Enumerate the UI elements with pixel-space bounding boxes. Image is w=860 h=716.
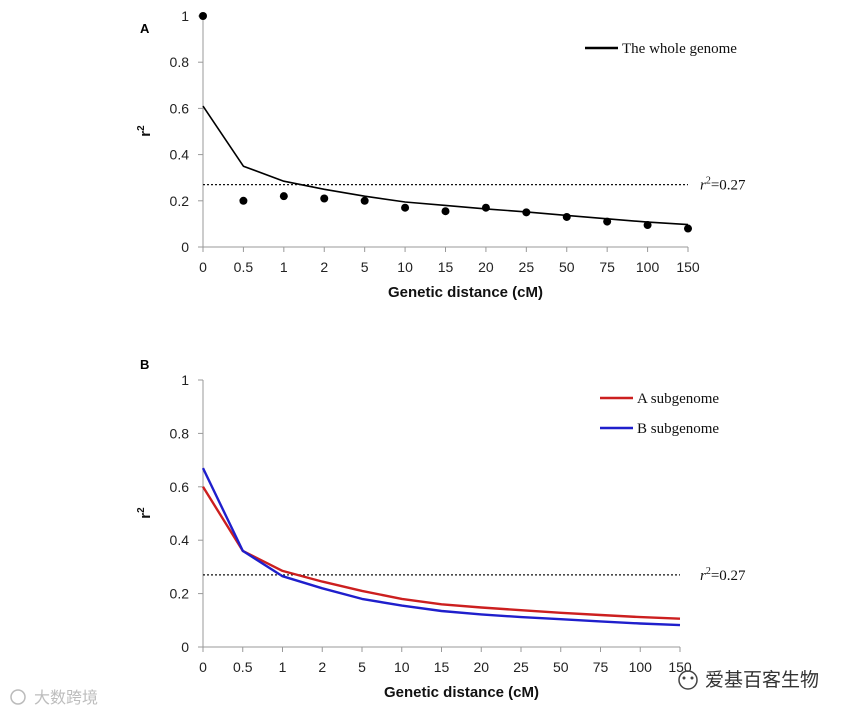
x-tick-label: 10 <box>397 259 413 275</box>
x-tick-label: 0.5 <box>234 259 254 275</box>
x-tick-label: 50 <box>553 659 569 675</box>
x-tick-label: 25 <box>513 659 529 675</box>
watermark-logo-icon <box>10 689 26 705</box>
threshold-label-value: =0.27 <box>711 178 746 194</box>
x-tick-label: 1 <box>279 659 287 675</box>
x-tick-label: 150 <box>668 659 692 675</box>
data-point <box>562 212 571 221</box>
x-tick-label: 5 <box>361 259 369 275</box>
x-tick-label: 0.5 <box>233 659 253 675</box>
threshold-label: r2=0.27 <box>700 566 746 584</box>
y-tick-label: 0.6 <box>170 479 190 495</box>
y-axis-title-sup: 2 <box>136 507 147 513</box>
y-tick-label: 0.8 <box>170 425 190 441</box>
y-axis-title-base: r <box>137 513 154 519</box>
y-axis-title: r2 <box>136 125 154 137</box>
data-point <box>239 196 248 205</box>
y-tick-label: 1 <box>181 8 189 24</box>
x-tick-label: 2 <box>318 659 326 675</box>
wechat-icon-eye-right <box>690 676 694 680</box>
watermark-right-text: 爱基百客生物 <box>705 669 819 691</box>
threshold-label-value: =0.27 <box>711 568 746 584</box>
x-tick-label: 1 <box>280 259 288 275</box>
data-point <box>279 192 288 201</box>
y-tick-label: 0 <box>181 239 189 255</box>
y-axis-title: r2 <box>136 507 154 519</box>
threshold-label-sup: 2 <box>706 566 711 577</box>
x-tick-label: 75 <box>593 659 609 675</box>
x-axis-title: Genetic distance (cM) <box>388 284 543 301</box>
x-tick-label: 75 <box>599 259 615 275</box>
series-line-0 <box>201 486 681 620</box>
panel-a: A00.20.40.60.810 0.5 1 2 5 10 15 20 25 50 75 100 150… <box>136 8 746 301</box>
legend-label: A subgenome <box>637 391 719 407</box>
y-tick-label: 0.2 <box>170 586 190 602</box>
legend-label: B subgenome <box>637 421 719 437</box>
x-tick-label: 15 <box>434 659 450 675</box>
data-point <box>684 224 692 233</box>
data-point <box>320 194 329 203</box>
x-tick-label: 0 <box>199 659 207 675</box>
x-tick-label: 5 <box>358 659 366 675</box>
x-tick-label: 100 <box>636 259 660 275</box>
x-tick-label: 20 <box>473 659 489 675</box>
wechat-icon-eye-left <box>682 676 686 680</box>
y-tick-label: 0.6 <box>170 100 190 116</box>
wechat-icon <box>678 670 698 690</box>
threshold-label: r2=0.27 <box>700 176 746 194</box>
data-point <box>481 203 490 212</box>
y-tick-label: 0.4 <box>170 532 190 548</box>
watermark-right: 爱基百客生物 <box>678 669 819 691</box>
data-point <box>603 217 612 226</box>
y-axis-title-sup: 2 <box>136 125 147 131</box>
legend-label: The whole genome <box>622 41 737 57</box>
y-tick-label: 0.8 <box>170 54 190 70</box>
x-tick-label: 2 <box>320 259 328 275</box>
threshold-label-base: r <box>700 568 706 584</box>
watermark-left: 大数跨境 <box>10 688 98 707</box>
data-point <box>522 208 531 217</box>
threshold-label-sup: 2 <box>706 176 711 187</box>
panel-b: B00.20.40.60.810 0.5 1 2 5 10 15 20 25 50 75 100 150… <box>136 357 746 701</box>
y-tick-label: 0 <box>181 639 189 655</box>
y-tick-label: 0.2 <box>170 193 190 209</box>
x-tick-label: 10 <box>394 659 410 675</box>
x-tick-label: 25 <box>519 259 535 275</box>
data-point <box>401 203 410 212</box>
y-tick-label: 1 <box>181 372 189 388</box>
watermark-left-text: 大数跨境 <box>34 688 98 707</box>
data-point <box>199 12 207 20</box>
x-tick-label: 20 <box>478 259 494 275</box>
data-point <box>441 207 450 216</box>
x-tick-label: 0 <box>199 259 207 275</box>
x-tick-label: 100 <box>629 659 653 675</box>
threshold-label-base: r <box>700 178 706 194</box>
series-line-0 <box>202 105 689 226</box>
x-tick-label: 15 <box>438 259 454 275</box>
series-line-1 <box>201 467 681 627</box>
x-tick-label: 50 <box>559 259 575 275</box>
panel-letter: B <box>140 357 149 372</box>
data-point <box>643 221 652 230</box>
y-tick-label: 0.4 <box>170 147 190 163</box>
data-point <box>360 196 369 205</box>
panel-letter: A <box>140 21 150 36</box>
x-axis-title: Genetic distance (cM) <box>384 684 539 701</box>
x-tick-label: 150 <box>676 259 700 275</box>
y-axis-title-base: r <box>137 131 154 137</box>
